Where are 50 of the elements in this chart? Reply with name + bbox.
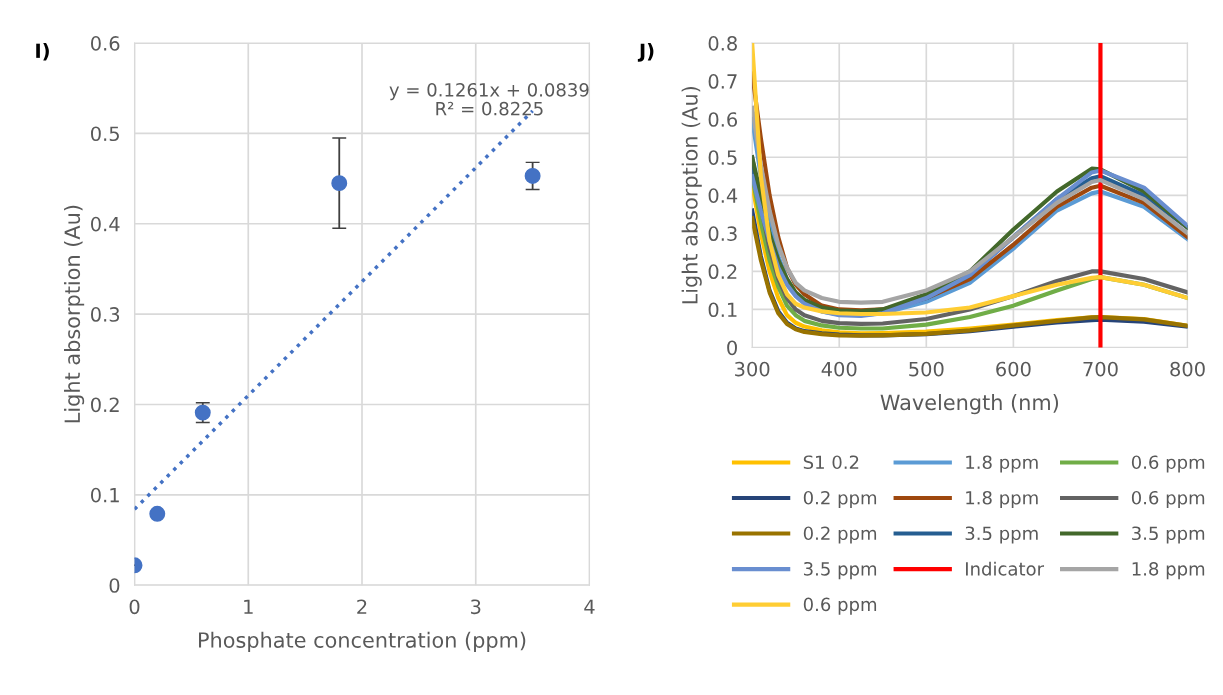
y-tick-label: 0.6	[708, 112, 738, 127]
legend-label: 0.6 ppm	[1131, 455, 1205, 473]
annotation: y = 0.1261x + 0.0839 R² = 0.8225	[389, 82, 589, 116]
y-tick-label: 0.7	[708, 74, 737, 89]
y-tick-label: 0.1	[91, 487, 119, 503]
point	[149, 505, 166, 522]
legend-label: S1 0.2	[803, 455, 859, 470]
x-axis-title: Wavelength (nm)	[880, 394, 1059, 415]
y-tick-label: 0.4	[708, 188, 738, 203]
x-tick-label: 3	[471, 599, 481, 615]
chart-title: J)	[637, 43, 654, 62]
y-tick-label: 0.3	[91, 307, 120, 322]
x-tick-label: 800	[1170, 361, 1205, 377]
y-tick-label: 0.5	[708, 150, 737, 165]
x-tick-label: 400	[821, 361, 857, 377]
y-tick-label: 0.5	[91, 126, 119, 142]
x-tick-label: 600	[996, 361, 1031, 377]
y-axis-title: Light absorption (Au)	[64, 205, 85, 423]
legend-label: 3.5 ppm	[965, 526, 1038, 544]
legend-label: 1.8 ppm	[966, 455, 1038, 473]
x-tick-label: 4	[584, 599, 595, 614]
legend-label: 0.2 ppm	[803, 526, 877, 544]
x-axis-title: Phosphate concentration (ppm)	[199, 631, 526, 652]
x-tick-label: 300	[735, 361, 770, 377]
legend-label: 1.8 ppm	[1132, 561, 1205, 580]
x-tick-label: 0	[129, 599, 140, 615]
y-axis-title: Light absorption (Au)	[681, 86, 702, 304]
y-tick-label: 0.2	[91, 397, 119, 413]
legend-label: 3.5 ppm	[1132, 526, 1205, 544]
y-tick-label: 0.1	[708, 302, 737, 318]
x-tick-label: 2	[357, 599, 367, 614]
legend-label: 3.5 ppm	[804, 561, 877, 580]
y-tick-label: 0	[109, 578, 120, 593]
legend-label: Indicator	[966, 561, 1045, 576]
legend-label: 0.6 ppm	[803, 597, 877, 615]
legend-label: 0.6 ppm	[1131, 490, 1205, 509]
point	[331, 175, 348, 192]
chart-title: I)	[36, 43, 49, 61]
y-tick-label: 0.6	[91, 36, 120, 51]
legend-label: 0.2 ppm	[803, 490, 877, 509]
x-tick-label: 500	[909, 361, 944, 377]
legend-label: 1.8 ppm	[966, 490, 1038, 509]
y-tick-label: 0.2	[708, 264, 737, 280]
x-tick-label: 1	[244, 599, 253, 614]
y-tick-label: 0.4	[91, 216, 120, 232]
y-tick-label: 0.3	[708, 226, 737, 242]
y-tick-label: 0	[727, 340, 737, 356]
point	[524, 167, 541, 184]
x-tick-label: 700	[1083, 361, 1118, 377]
y-tick-label: 0.8	[708, 36, 737, 51]
